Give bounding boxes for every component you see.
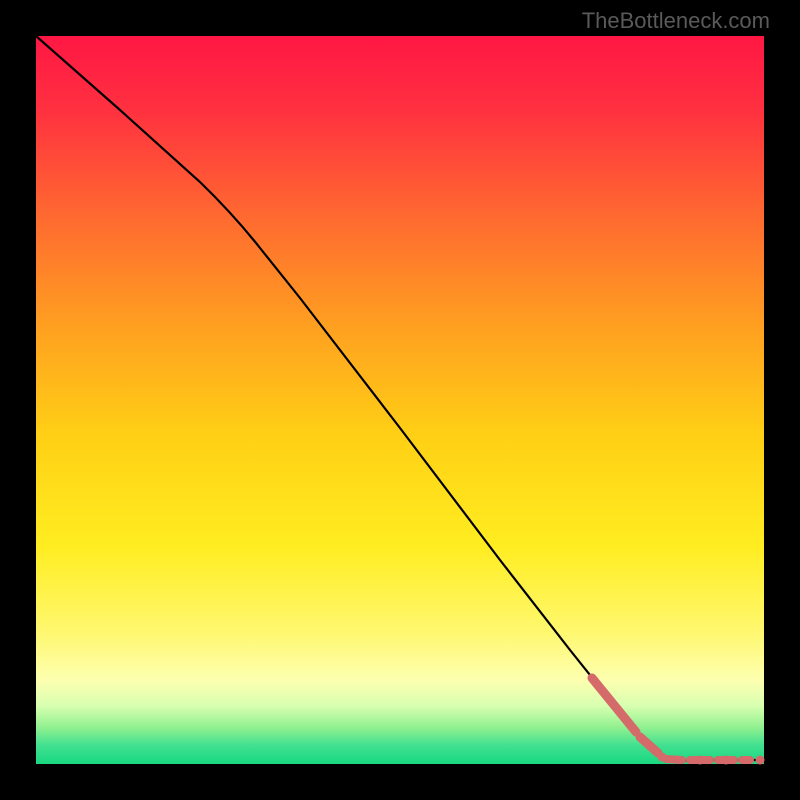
- marker-dot-4: [756, 756, 765, 765]
- marker-dot-1: [658, 753, 667, 762]
- marker-band-seg-1: [592, 678, 636, 732]
- marker-dash-1: [666, 759, 682, 760]
- chart-canvas: TheBottleneck.com: [0, 0, 800, 800]
- marker-dot-3: [722, 756, 731, 765]
- watermark-text: TheBottleneck.com: [582, 8, 770, 34]
- bottleneck-curve: [36, 36, 764, 761]
- chart-overlay: [0, 0, 800, 800]
- marker-dot-2: [696, 756, 705, 765]
- marker-band-seg-2: [640, 737, 658, 753]
